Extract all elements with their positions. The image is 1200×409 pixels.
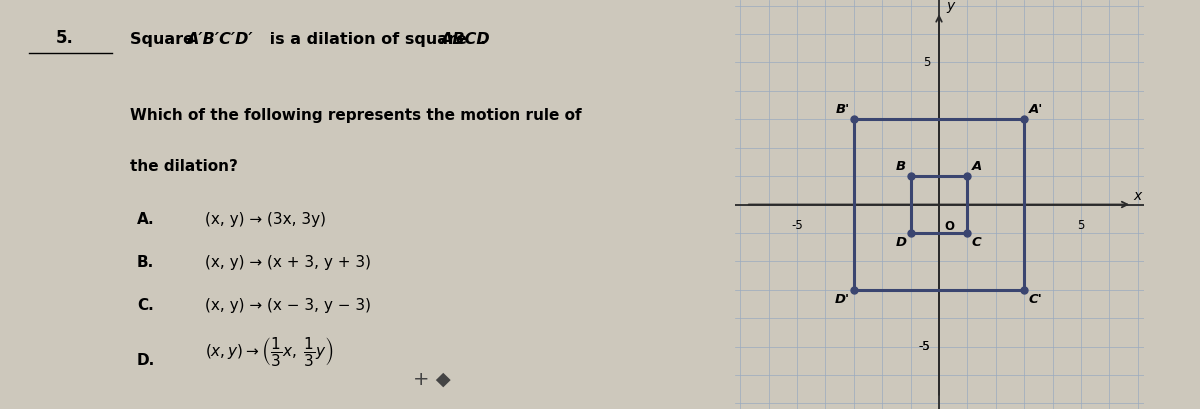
Text: $(x, y) \rightarrow \left(\dfrac{1}{3}x,\ \dfrac{1}{3}y\right)$: $(x, y) \rightarrow \left(\dfrac{1}{3}x,… — [205, 335, 334, 368]
Text: 5: 5 — [1078, 219, 1085, 232]
Text: O: O — [944, 220, 954, 233]
Text: A.: A. — [137, 212, 155, 227]
Text: is a dilation of square: is a dilation of square — [264, 32, 472, 47]
Text: D.: D. — [137, 353, 155, 368]
Text: C': C' — [1028, 292, 1043, 306]
Text: B: B — [896, 160, 906, 173]
Text: x: x — [1134, 189, 1142, 203]
Text: the dilation?: the dilation? — [130, 159, 238, 174]
Text: + ◆: + ◆ — [413, 370, 451, 389]
Text: C.: C. — [137, 298, 154, 313]
Text: Which of the following represents the motion rule of: Which of the following represents the mo… — [130, 108, 581, 123]
Text: A': A' — [1028, 103, 1043, 117]
Text: -5: -5 — [791, 219, 803, 232]
Text: 5.: 5. — [56, 29, 73, 47]
Text: .: . — [480, 32, 486, 47]
Text: A′B′C′D′: A′B′C′D′ — [186, 32, 252, 47]
Text: 5: 5 — [923, 56, 930, 69]
Text: (x, y) → (x + 3, y + 3): (x, y) → (x + 3, y + 3) — [205, 255, 371, 270]
Text: ABCD: ABCD — [440, 32, 490, 47]
Text: A: A — [972, 160, 982, 173]
Text: D: D — [895, 236, 906, 249]
Text: y: y — [946, 0, 954, 13]
Text: -5: -5 — [919, 340, 930, 353]
Text: B': B' — [835, 103, 850, 117]
Text: -5: -5 — [919, 340, 930, 353]
Text: B.: B. — [137, 255, 154, 270]
Text: (x, y) → (3x, 3y): (x, y) → (3x, 3y) — [205, 212, 326, 227]
Text: Square: Square — [130, 32, 199, 47]
Text: C: C — [972, 236, 982, 249]
Text: (x, y) → (x − 3, y − 3): (x, y) → (x − 3, y − 3) — [205, 298, 371, 313]
Text: D': D' — [834, 292, 850, 306]
